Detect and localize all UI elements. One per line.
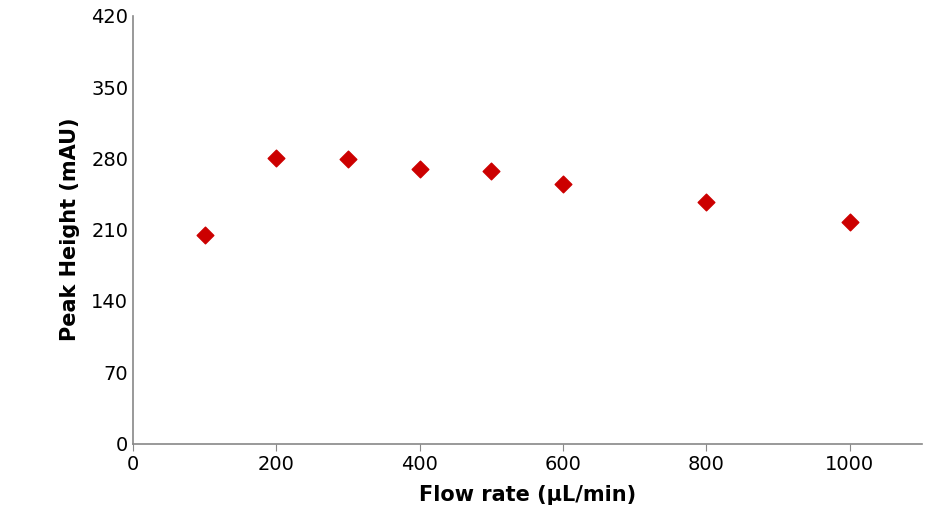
Point bbox=[340, 155, 355, 164]
Point bbox=[197, 231, 212, 239]
Point bbox=[699, 198, 714, 206]
Point bbox=[484, 166, 499, 175]
Point bbox=[556, 180, 571, 188]
X-axis label: Flow rate (μL/min): Flow rate (μL/min) bbox=[419, 485, 636, 505]
Point bbox=[843, 218, 858, 226]
Point bbox=[269, 154, 284, 163]
Y-axis label: Peak Height (mAU): Peak Height (mAU) bbox=[60, 118, 80, 342]
Point bbox=[412, 164, 428, 173]
